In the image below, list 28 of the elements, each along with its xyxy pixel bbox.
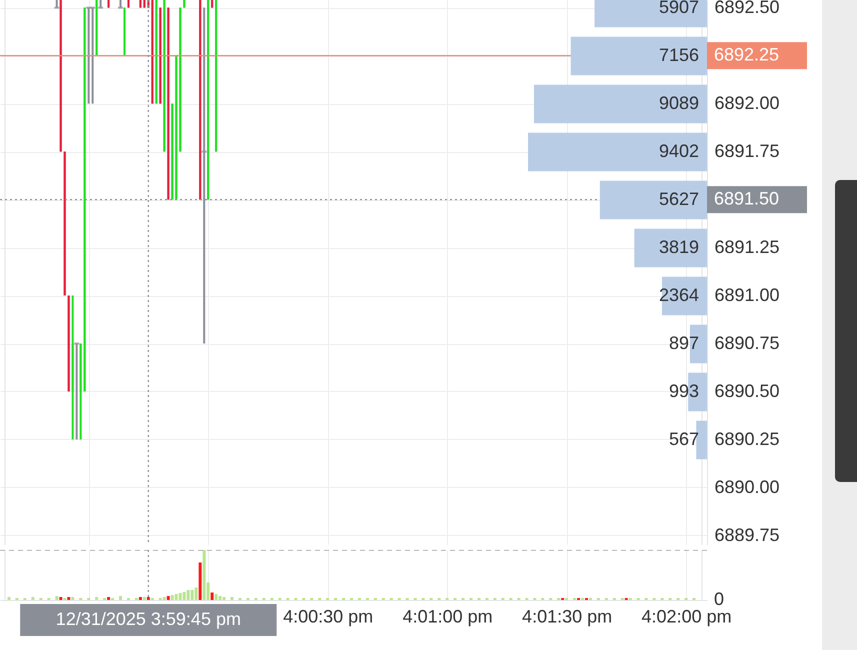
x-tick-label: 4:02:00 pm (642, 606, 732, 626)
y-tick-label: 6891.75 (714, 141, 780, 161)
y-tick-label: 6890.25 (714, 429, 780, 449)
data-label: 5627 (658, 189, 699, 209)
y-tick-label: 6889.75 (714, 525, 780, 545)
data-label: 567 (668, 429, 699, 449)
data-label: 9402 (658, 141, 699, 161)
ref-line-label: 12/31/2025 3:59:45 pm (56, 609, 241, 629)
x-tick-label: 4:01:00 pm (402, 606, 493, 626)
data-label: 897 (668, 333, 699, 353)
x-tick-label: 4:00:30 pm (283, 606, 374, 626)
y-tick-label: 6891.25 (714, 237, 780, 257)
data-label: 5907 (658, 0, 699, 17)
ref-line-label: 6891.50 (714, 188, 780, 209)
data-label: 9089 (658, 93, 699, 113)
y-tick-label: 6890.75 (714, 333, 780, 353)
ref-line-label: 6892.25 (714, 44, 780, 65)
y-tick-label: 6892.00 (714, 93, 780, 113)
y-tick-label: 6890.50 (714, 381, 780, 401)
y-tick-label: 6892.50 (714, 0, 780, 17)
text: 0 (714, 589, 724, 609)
x-tick-label: 4:01:30 pm (522, 606, 612, 626)
data-label: 2364 (658, 285, 699, 305)
data-label: 3819 (658, 237, 699, 257)
data-label: 993 (668, 381, 699, 401)
y-tick-label: 6891.00 (714, 285, 780, 305)
y-tick-label: 6890.00 (714, 477, 780, 497)
data-label: 7156 (658, 45, 699, 65)
